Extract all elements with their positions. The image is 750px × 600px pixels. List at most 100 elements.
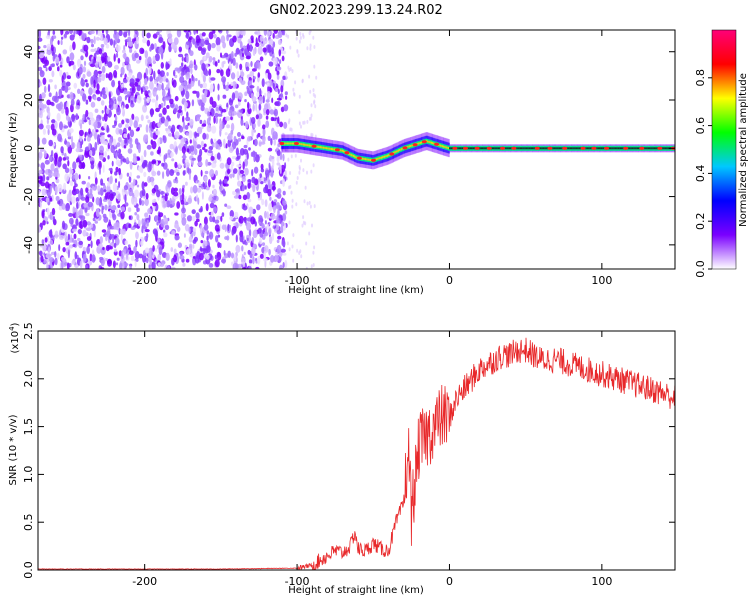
spectrogram-noise-cell xyxy=(43,150,47,158)
spectrogram-noise-cell xyxy=(120,73,123,78)
spectrogram-trace-peak xyxy=(491,147,494,150)
spectrogram-noise-cell xyxy=(107,61,113,68)
spectrogram-noise-cell xyxy=(46,176,50,181)
spectrogram-noise-cell xyxy=(235,30,240,37)
spectrogram-noise-cell xyxy=(67,160,70,167)
spectrogram-trace-peak xyxy=(327,147,330,150)
spectrogram-noise-cell xyxy=(175,179,179,184)
spectrogram-noise-cell xyxy=(290,154,293,159)
spectrogram-noise-cell xyxy=(194,254,200,264)
spectrogram-noise-cell xyxy=(90,163,95,170)
spectrogram-noise-cell xyxy=(54,185,59,195)
spectrogram-noise-cell xyxy=(137,126,140,131)
spectrogram-noise-cell xyxy=(90,240,93,249)
spectrogram-noise-cell xyxy=(302,168,305,173)
spectrogram-trace-peak xyxy=(310,144,313,147)
spectrogram-noise-cell xyxy=(229,216,234,221)
spectrogram-noise-cell xyxy=(244,218,247,224)
spectrogram-trace-peak xyxy=(516,147,519,150)
spectrogram-noise-cell xyxy=(75,113,79,121)
spectrogram-noise-cell xyxy=(80,78,86,87)
spectrogram-noise-cell xyxy=(83,203,89,208)
spectrogram-noise-cell xyxy=(162,41,166,50)
spectrogram-trace-peak xyxy=(349,153,352,156)
spectrogram-trace-peak xyxy=(383,155,386,158)
spectrogram-noise-cell xyxy=(57,66,60,72)
spectrogram-noise-cell xyxy=(151,98,156,103)
spectrogram-noise-cell xyxy=(124,194,127,203)
spectrogram-noise-cell xyxy=(83,44,89,52)
spectrogram-noise-cell xyxy=(276,66,282,71)
spectrogram-noise-cell xyxy=(72,64,76,71)
spectrogram-trace-peak xyxy=(325,147,329,150)
spectrogram-trace-peak xyxy=(439,144,442,147)
spectrogram-noise-cell xyxy=(54,251,57,258)
spectrogram-noise-cell xyxy=(214,112,219,118)
spectrogram-noise-cell xyxy=(273,108,278,117)
spectrogram-noise-cell xyxy=(63,33,67,38)
spectrogram-noise-cell xyxy=(221,212,225,217)
spectrogram-noise-cell xyxy=(78,240,83,246)
spectrogram-noise-cell xyxy=(101,56,106,62)
spectrogram-trace-peak xyxy=(601,147,604,150)
spectrogram-noise-cell xyxy=(160,62,164,69)
spectrogram-noise-cell xyxy=(186,248,191,256)
spectrogram-noise-cell xyxy=(239,41,243,49)
spectrogram-trace-peak xyxy=(286,142,290,145)
spectrogram-noise-cell xyxy=(102,247,105,251)
spectrogram-noise-cell xyxy=(123,30,126,33)
spectrogram-noise-cell xyxy=(282,190,286,196)
spectrogram-trace-peak xyxy=(467,147,470,150)
spectrogram-noise-cell xyxy=(49,185,53,194)
spectrogram-noise-cell xyxy=(116,257,120,261)
spectrogram-trace-peak xyxy=(551,147,554,150)
spectrogram-noise-cell xyxy=(78,174,81,180)
spectrogram-trace-peak xyxy=(361,157,364,160)
spectrogram-trace-peak xyxy=(667,147,670,150)
spectrogram-trace-peak xyxy=(497,147,500,150)
spectrogram-noise-cell xyxy=(273,199,278,203)
spectrogram-noise-cell xyxy=(99,135,105,144)
spectrogram-noise-cell xyxy=(162,107,167,115)
spectrogram-noise-cell xyxy=(134,40,137,47)
spectrogram-trace-peak xyxy=(597,147,600,150)
spectrogram-noise-cell xyxy=(38,37,43,42)
spectrogram-trace-peak xyxy=(629,147,632,150)
spectrogram-noise-cell xyxy=(167,188,170,193)
spectrogram-noise-cell xyxy=(70,103,74,113)
spectrogram-noise-cell xyxy=(273,138,277,146)
spectrogram-trace-peak xyxy=(417,142,420,145)
spectrogram-noise-cell xyxy=(57,159,62,168)
spectrogram-noise-cell xyxy=(86,182,91,189)
spectrogram-trace-hotspot xyxy=(389,152,395,156)
spectrogram-noise-cell xyxy=(185,90,190,100)
spectrogram-noise-cell xyxy=(148,65,152,75)
spectrogram-noise-cell xyxy=(305,266,308,269)
spectrogram-noise-cell xyxy=(80,187,84,196)
spectrogram-noise-cell xyxy=(90,63,96,68)
spectrogram-noise-cell xyxy=(309,43,312,48)
spectrogram-noise-cell xyxy=(182,262,186,267)
spectrogram-trace-hotspot xyxy=(279,141,285,146)
spectrogram-noise-cell xyxy=(306,170,308,175)
spectrogram-noise-cell xyxy=(273,216,278,219)
spectrogram-noise-cell xyxy=(270,169,274,178)
spectrogram-noise-cell xyxy=(223,138,226,148)
spectrogram-noise-cell xyxy=(266,224,270,230)
spectrogram-noise-cell xyxy=(152,245,155,252)
spectrogram-noise-cell xyxy=(218,106,222,111)
spectrogram-trace-peak xyxy=(575,147,579,150)
spectrogram-noise-cell xyxy=(223,84,226,90)
spectrogram-noise-cell xyxy=(38,190,41,194)
spectrogram-noise-cell xyxy=(146,233,149,239)
spectrogram-noise-cell xyxy=(38,163,41,167)
spectrogram-noise-cell xyxy=(239,169,245,175)
spectrogram-noise-cell xyxy=(76,162,80,166)
spectrogram-noise-cell xyxy=(215,170,218,176)
spectrogram-noise-cell xyxy=(280,221,285,227)
spectrogram-noise-cell xyxy=(106,190,110,200)
spectrogram-noise-cell xyxy=(109,38,114,46)
spectrogram-noise-cell xyxy=(54,257,58,266)
spectrogram-noise-cell xyxy=(156,149,161,155)
